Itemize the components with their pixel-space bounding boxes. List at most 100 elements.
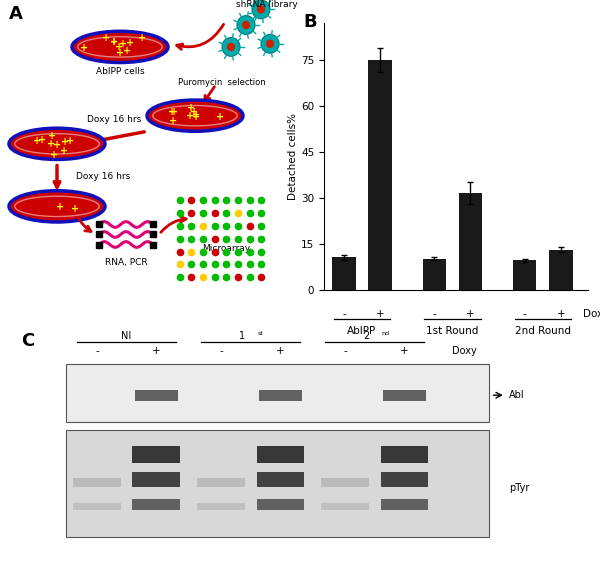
Text: +: +	[152, 346, 160, 356]
Text: +: +	[187, 102, 195, 113]
Bar	[513, 261, 536, 290]
Text: AblPP cells: AblPP cells	[95, 67, 145, 76]
FancyBboxPatch shape	[66, 430, 489, 537]
Circle shape	[242, 21, 250, 29]
FancyBboxPatch shape	[197, 503, 245, 510]
Text: +: +	[110, 37, 118, 47]
Text: +: +	[67, 136, 74, 146]
Y-axis label: Detached cells%: Detached cells%	[288, 113, 298, 200]
FancyBboxPatch shape	[133, 446, 180, 463]
FancyBboxPatch shape	[322, 503, 369, 510]
Text: +: +	[168, 107, 176, 118]
FancyBboxPatch shape	[73, 503, 121, 510]
Text: -: -	[219, 346, 223, 356]
Ellipse shape	[9, 128, 105, 159]
Ellipse shape	[9, 190, 105, 222]
Text: -: -	[342, 309, 346, 320]
Text: 1st Round: 1st Round	[426, 326, 479, 336]
Text: -: -	[523, 309, 527, 320]
Text: Doxy 16 hrs: Doxy 16 hrs	[87, 115, 141, 123]
Text: Doxy: Doxy	[583, 309, 600, 320]
Text: RNA, PCR: RNA, PCR	[104, 258, 148, 267]
Text: +: +	[60, 145, 68, 156]
Text: +: +	[102, 34, 110, 43]
Bar	[332, 257, 356, 290]
Text: +: +	[80, 43, 89, 53]
Bar	[549, 250, 572, 290]
Text: +: +	[61, 137, 68, 147]
Text: 1: 1	[239, 331, 245, 340]
FancyBboxPatch shape	[66, 364, 489, 423]
Text: +: +	[48, 131, 56, 141]
Circle shape	[252, 0, 270, 19]
FancyBboxPatch shape	[197, 478, 245, 487]
Text: shRNA library: shRNA library	[236, 0, 298, 9]
Text: +: +	[192, 112, 200, 122]
Text: +: +	[400, 346, 409, 356]
Text: C: C	[21, 332, 34, 350]
Circle shape	[266, 39, 274, 48]
Circle shape	[222, 38, 240, 56]
Bar	[368, 60, 392, 290]
FancyBboxPatch shape	[322, 478, 369, 487]
Text: st: st	[258, 331, 263, 336]
Text: +: +	[115, 42, 123, 52]
Text: Doxy 16 hrs: Doxy 16 hrs	[77, 172, 131, 181]
Text: nd: nd	[381, 331, 389, 336]
Text: +: +	[170, 107, 178, 117]
Text: Microarray: Microarray	[202, 244, 251, 253]
Text: +: +	[276, 346, 284, 356]
Text: +: +	[123, 46, 131, 56]
Text: +: +	[186, 111, 194, 122]
Ellipse shape	[72, 31, 168, 63]
Text: 2nd Round: 2nd Round	[515, 326, 571, 336]
Text: +: +	[47, 138, 55, 149]
Text: -: -	[433, 309, 436, 320]
Text: A: A	[9, 5, 23, 23]
Text: B: B	[303, 13, 317, 31]
Text: NI: NI	[121, 331, 131, 340]
FancyBboxPatch shape	[257, 446, 304, 463]
Text: +: +	[33, 136, 41, 146]
FancyBboxPatch shape	[380, 446, 428, 463]
Circle shape	[237, 16, 255, 34]
Circle shape	[257, 5, 265, 13]
Text: AblPP: AblPP	[347, 326, 377, 336]
Text: +: +	[557, 309, 565, 320]
Text: +: +	[138, 33, 146, 43]
Text: 2: 2	[363, 331, 370, 340]
FancyBboxPatch shape	[135, 390, 178, 401]
Text: +: +	[56, 201, 64, 211]
Text: +: +	[110, 36, 118, 47]
Text: +: +	[119, 39, 127, 49]
Text: pTyr: pTyr	[509, 483, 529, 493]
Ellipse shape	[147, 100, 243, 131]
Circle shape	[227, 43, 235, 51]
Text: Abl: Abl	[509, 390, 524, 400]
FancyBboxPatch shape	[380, 472, 428, 487]
Text: +: +	[376, 309, 385, 320]
Text: +: +	[71, 204, 79, 214]
Text: +: +	[126, 38, 134, 48]
FancyBboxPatch shape	[257, 499, 304, 510]
FancyBboxPatch shape	[133, 499, 180, 510]
FancyBboxPatch shape	[259, 390, 302, 401]
FancyBboxPatch shape	[257, 472, 304, 487]
Text: Puromycin  selection: Puromycin selection	[178, 78, 266, 87]
Bar	[459, 193, 482, 290]
Text: +: +	[116, 49, 125, 58]
Text: +: +	[169, 116, 177, 126]
Text: +: +	[466, 309, 475, 320]
FancyBboxPatch shape	[383, 390, 426, 401]
Text: +: +	[38, 135, 46, 145]
Bar	[422, 259, 446, 290]
Circle shape	[261, 34, 279, 53]
FancyBboxPatch shape	[73, 478, 121, 487]
FancyBboxPatch shape	[380, 499, 428, 510]
Text: +: +	[216, 112, 224, 122]
Text: Doxy: Doxy	[452, 346, 477, 356]
Text: -: -	[95, 346, 99, 356]
Text: -: -	[343, 346, 347, 356]
Text: +: +	[53, 140, 61, 150]
FancyBboxPatch shape	[133, 472, 180, 487]
